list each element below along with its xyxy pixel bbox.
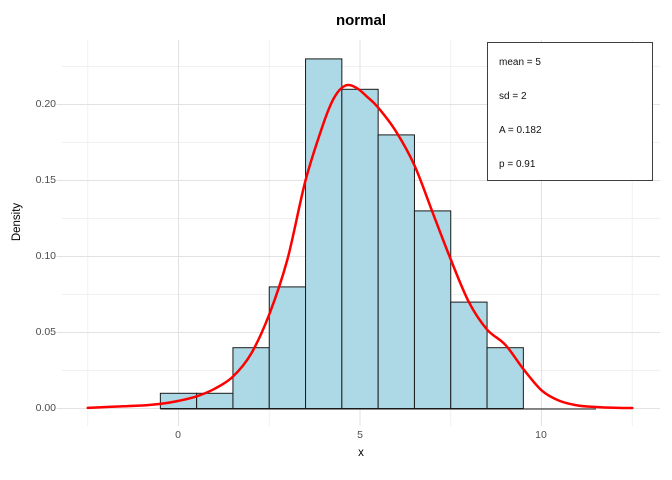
- histogram-bar: [268, 286, 307, 409]
- histogram-bar: [450, 301, 488, 410]
- histogram-bar: [305, 58, 343, 410]
- y-axis-label: Density: [11, 202, 23, 242]
- x-tick-label-0: 0: [175, 429, 181, 441]
- y-tick-label-0.20: 0.20: [35, 98, 56, 110]
- density-curve: [86, 83, 634, 410]
- x-tick-label-5: 5: [357, 429, 363, 441]
- histogram-bar: [486, 347, 524, 410]
- stats-line-mean: mean = 5: [499, 57, 541, 68]
- x-tick-label-10: 10: [535, 429, 547, 441]
- histogram-bar: [232, 347, 270, 410]
- y-tick-label-0.05: 0.05: [35, 326, 56, 338]
- y-tick-label-0.00: 0.00: [35, 402, 56, 414]
- chart-title: normal: [335, 12, 386, 29]
- stats-annotation-box: mean = 5 sd = 2 A = 0.182 p = 0.91: [487, 42, 653, 181]
- stats-line-p: p = 0.91: [499, 159, 536, 170]
- stats-line-A: A = 0.182: [499, 125, 542, 136]
- x-axis-label: x: [358, 447, 364, 459]
- y-tick-label-0.15: 0.15: [35, 174, 56, 186]
- histogram-bar: [341, 88, 379, 410]
- histogram-bar: [413, 210, 452, 409]
- y-tick-label-0.10: 0.10: [35, 250, 56, 262]
- histogram-bar: [377, 134, 415, 409]
- stats-line-sd: sd = 2: [499, 91, 527, 102]
